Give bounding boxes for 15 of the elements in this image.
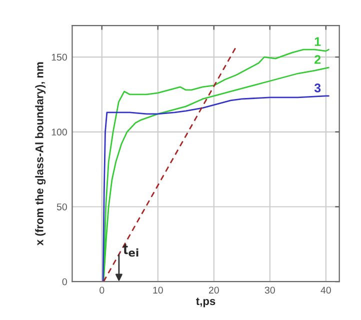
x-axis-title: t,ps	[196, 298, 216, 308]
y-axis-title: x (from the glass-Al boundary), nm	[35, 62, 46, 246]
x-tick-label: 40	[320, 286, 331, 294]
y-tick-label: 0	[62, 278, 67, 286]
annotation: t$_{ei}$	[123, 244, 138, 257]
y-tick-label: 150	[52, 54, 67, 61]
series-label: 1	[314, 37, 321, 46]
y-tick-label: 100	[52, 128, 67, 136]
series-label: 3	[314, 84, 321, 92]
x-tick-label: 30	[264, 286, 275, 294]
x-tick-label: 10	[153, 286, 163, 294]
y-tick-label: 50	[56, 203, 67, 210]
x-tick-label: 0	[100, 286, 104, 294]
x-tick-label: 20	[208, 286, 219, 294]
series-label: 2	[314, 55, 321, 64]
